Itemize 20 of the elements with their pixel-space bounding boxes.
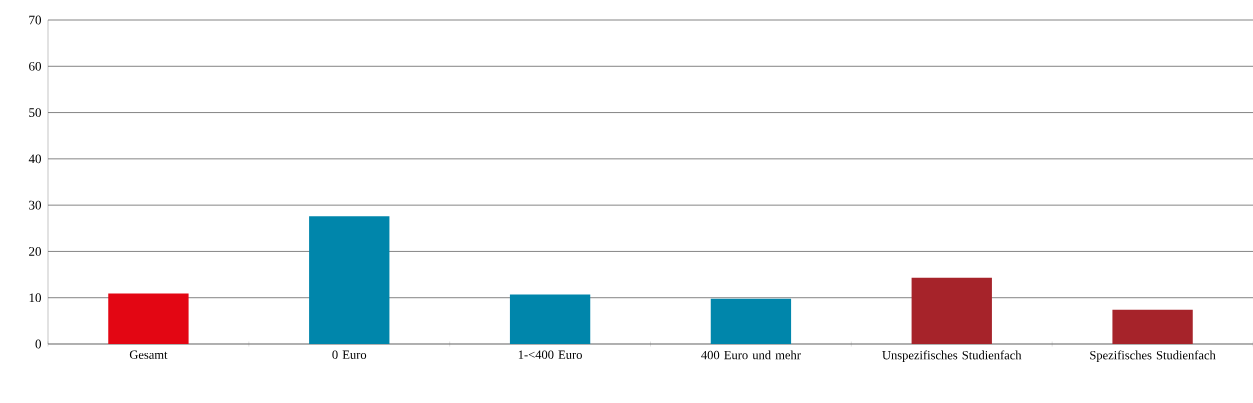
y-tick-label: 10 <box>29 293 42 303</box>
bar <box>108 293 189 344</box>
bar <box>509 294 591 344</box>
y-tick-label: 40 <box>28 154 42 164</box>
bar <box>911 277 992 344</box>
x-tick-label: 1-<400 Euro <box>518 350 582 359</box>
x-tick-label: Spezifisches Studienfach <box>1090 350 1216 362</box>
y-tick-label: 30 <box>29 200 42 210</box>
x-tick-label: 400 Euro und mehr <box>701 350 801 360</box>
x-tick-label: Gesamt <box>129 350 168 359</box>
y-tick-label: 70 <box>29 15 42 25</box>
bar <box>710 298 792 344</box>
x-tick-label: 0 Euro <box>332 350 367 359</box>
y-tick-label: 20 <box>29 247 42 256</box>
y-tick-label: 50 <box>29 108 42 117</box>
bar <box>309 216 390 344</box>
x-tick-label: Unspezifisches Studienfach <box>882 350 1022 362</box>
y-tick-label: 0 <box>35 339 42 349</box>
bar <box>1112 309 1193 344</box>
y-tick-label: 60 <box>29 61 42 71</box>
